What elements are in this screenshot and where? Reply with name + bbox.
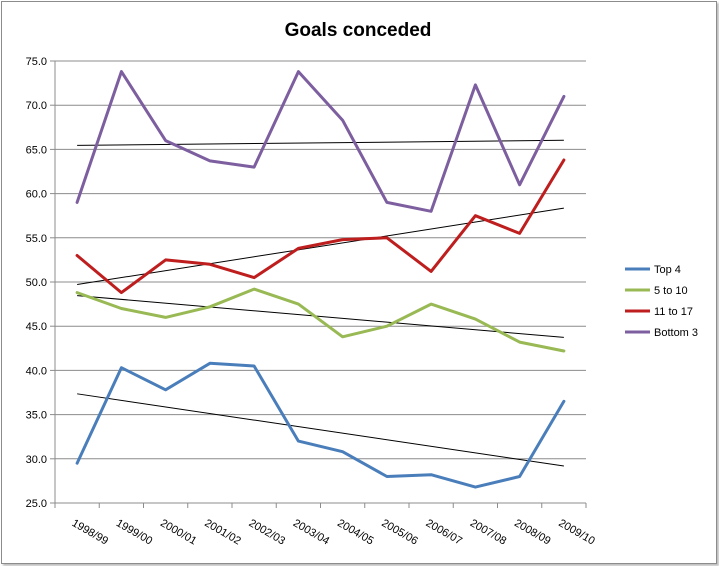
y-tick-label: 55.0 [26, 233, 47, 245]
trendlines [77, 139, 564, 467]
x-axis-ticks: 1998/99 1999/00 2000/01 2001/02 2002/03 2003/… [54, 503, 597, 547]
y-tick-label: 25.0 [26, 498, 47, 510]
y-tick-label: 45.0 [26, 321, 47, 333]
x-tick-label: 2007/08 [468, 517, 508, 547]
x-tick-label: 2001/02 [202, 517, 242, 547]
y-tick-label: 70.0 [26, 100, 47, 112]
y-tick-label: 75.0 [26, 56, 47, 68]
series-line [75, 158, 566, 295]
x-tick-label: 2008/09 [512, 517, 552, 547]
y-tick-label: 65.0 [26, 144, 47, 156]
series-line [75, 361, 566, 489]
trendline [77, 295, 564, 338]
series-line [75, 70, 566, 213]
y-axis-ticks: 25.0 30.0 35.0 40.0 45.0 50.0 55.0 60.0 65.0 70.0… [26, 56, 55, 510]
legend: Top 4 5 to 10 11 to 17 Bottom 3 [625, 264, 698, 339]
legend-label: Top 4 [654, 264, 681, 276]
x-tick-label: 2002/03 [247, 517, 287, 547]
y-tick-label: 50.0 [26, 277, 47, 289]
x-tick-label: 1998/99 [70, 517, 110, 547]
chart-title: Goals conceded [285, 20, 432, 41]
legend-label: 11 to 17 [654, 306, 693, 318]
series-lines [75, 70, 566, 489]
series-line [75, 287, 566, 353]
legend-label: 5 to 10 [654, 285, 688, 297]
x-tick-label: 2006/07 [424, 517, 464, 547]
y-tick-label: 35.0 [26, 410, 47, 422]
x-tick-label: 2004/05 [335, 517, 375, 547]
trendline [77, 139, 564, 146]
x-tick-label: 2000/01 [158, 517, 198, 547]
y-tick-label: 30.0 [26, 454, 47, 466]
trendline [77, 393, 564, 467]
x-tick-label: 2009/10 [556, 517, 596, 547]
trendline [77, 207, 564, 286]
x-tick-label: 2003/04 [291, 517, 331, 547]
x-tick-label: 1999/00 [114, 517, 154, 547]
y-tick-label: 60.0 [26, 189, 47, 201]
x-tick-label: 2005/06 [379, 517, 419, 547]
legend-label: Bottom 3 [654, 327, 698, 339]
y-tick-label: 40.0 [26, 365, 47, 377]
